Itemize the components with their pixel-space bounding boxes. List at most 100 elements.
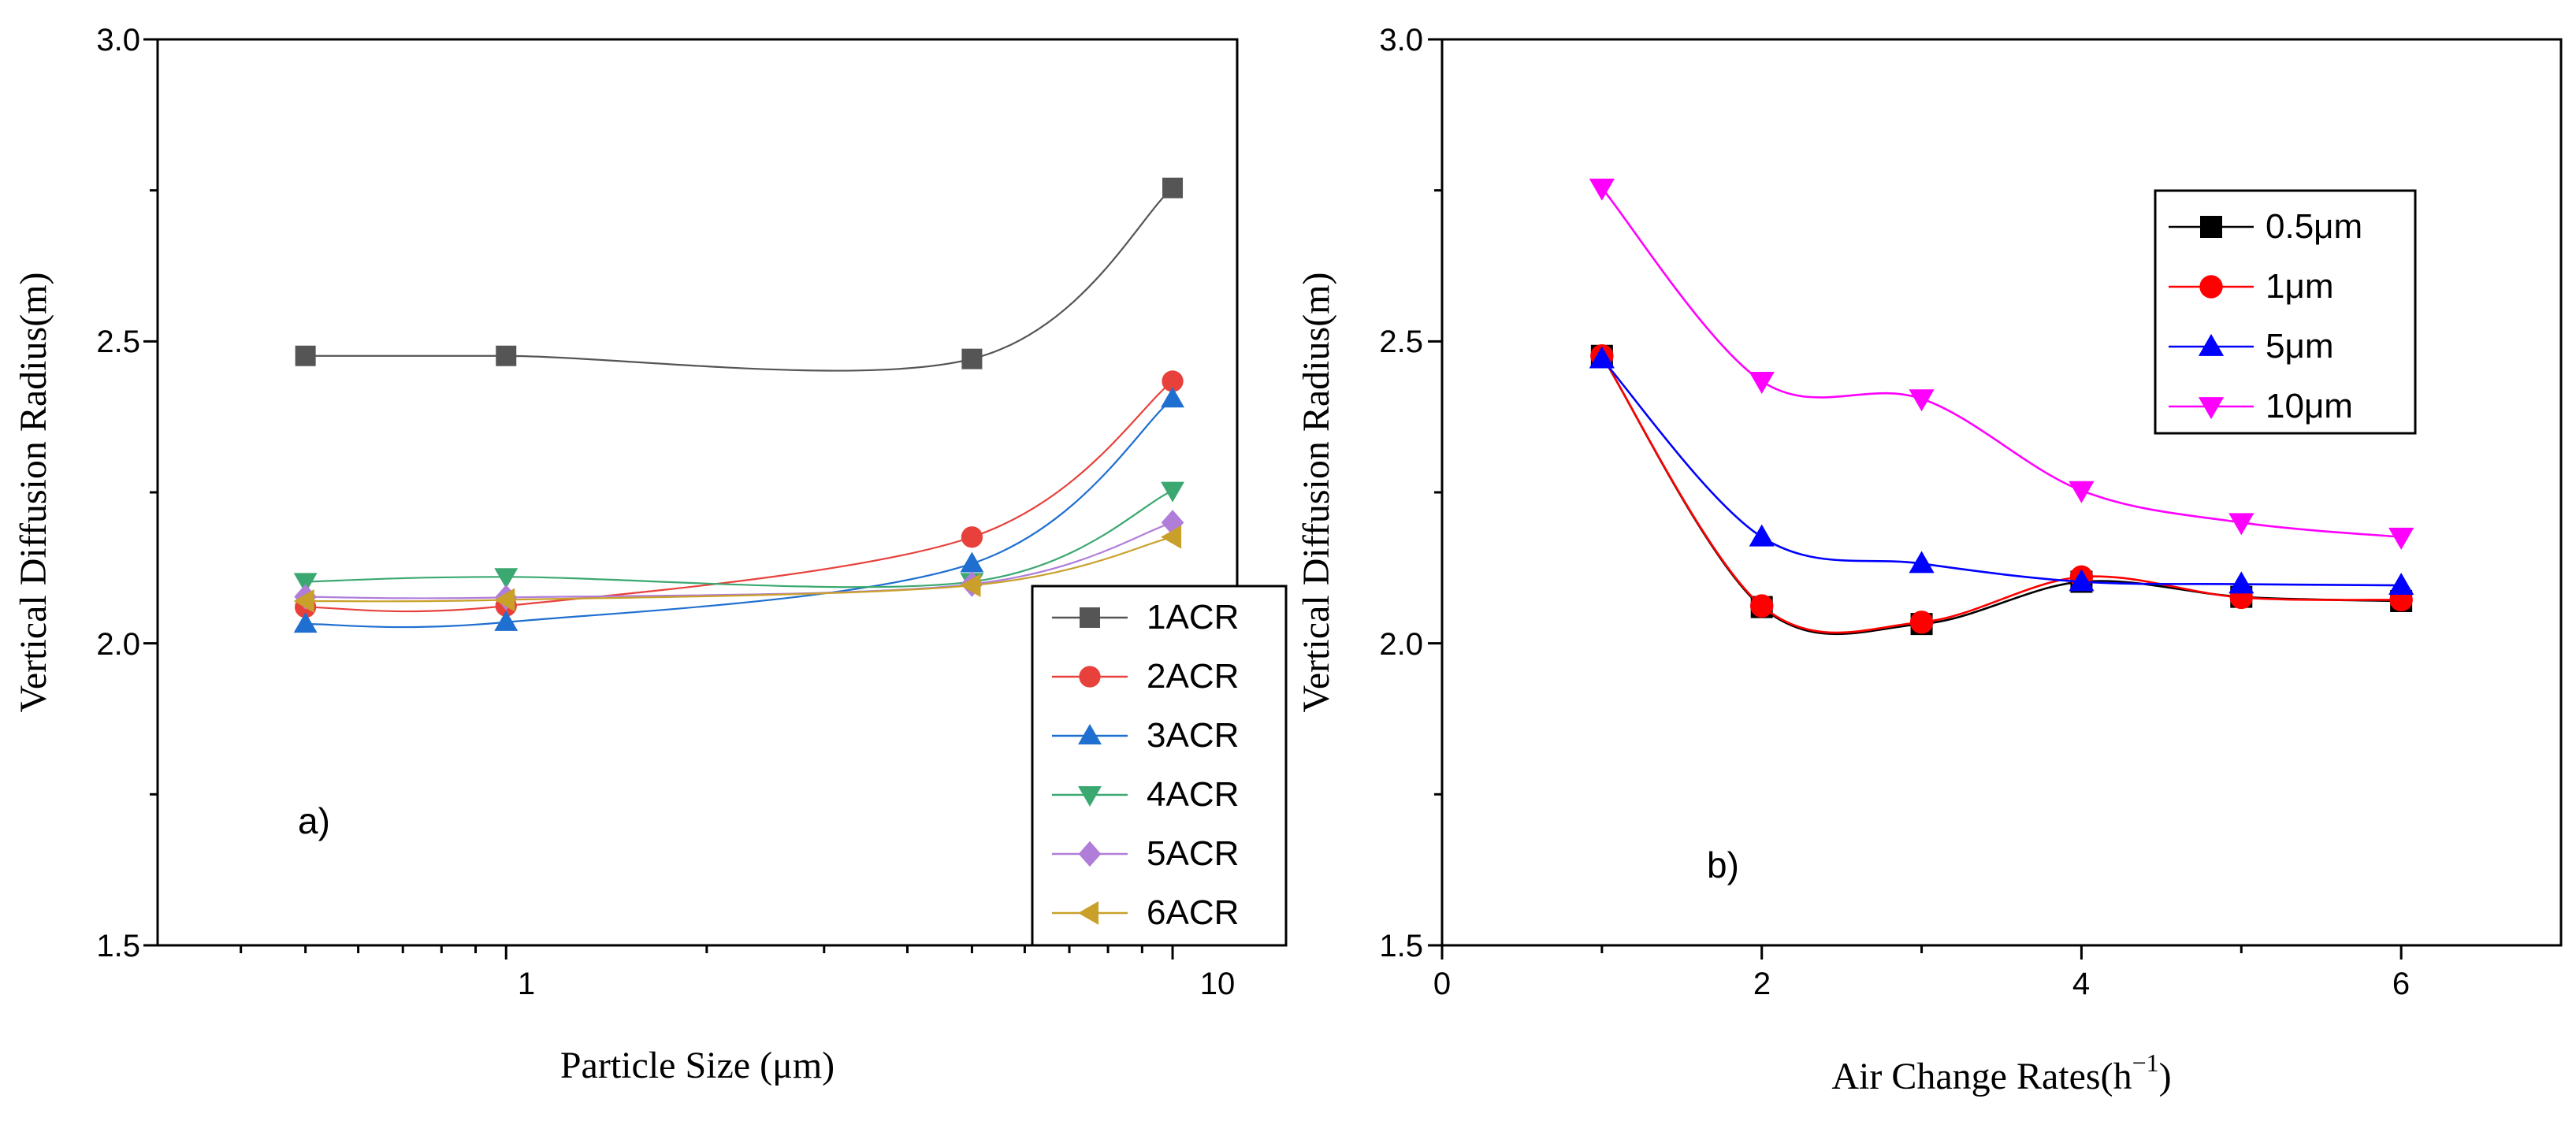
point-a-2acr-3 (1162, 370, 1184, 392)
series-line-a-4acr (305, 489, 1173, 588)
y-tick-b-1: 1.5 (1379, 929, 1423, 963)
legend-item-a-4acr (1052, 785, 1128, 807)
legend-label-b-10um: 10μm (2266, 387, 2353, 425)
y-tick-a-3: 2.5 (96, 325, 140, 359)
panel-label-b: b) (1707, 844, 1739, 885)
point-a-4acr-1 (494, 568, 519, 589)
legend-label-b-1um: 1μm (2266, 267, 2333, 306)
y-tick-b-3: 2.5 (1379, 325, 1423, 359)
point-b-10m-0 (1589, 178, 1615, 201)
point-a-4acr-0 (293, 573, 318, 594)
series-line-a-2acr (305, 380, 1173, 613)
legend-box-a (1031, 585, 1288, 947)
axis-ticks-a (143, 38, 1174, 960)
point-a-6acr-1 (494, 588, 515, 612)
x-tick-a-2: 10 (1200, 967, 1236, 1001)
x-axis-title-b-sup: −1 (2132, 1049, 2159, 1077)
plot-frame-b (1440, 38, 2563, 947)
point-b-5m-2 (1909, 551, 1935, 573)
point-a-1acr-0 (295, 345, 316, 366)
point-a-3acr-3 (1161, 387, 1184, 408)
axis-ticks-b (1428, 38, 2403, 960)
series-group-a (293, 177, 1184, 633)
legend-marker-b-05m (2200, 216, 2222, 238)
legend-item-b-5m (2169, 333, 2254, 356)
legend-label-a-5ACR: 5ACR (1147, 834, 1239, 873)
legend-marker-a-4acr (1078, 785, 1102, 807)
series-b-10m (1589, 178, 2414, 550)
legend-label-a-6ACR: 6ACR (1147, 893, 1239, 932)
x-tick-b-6: 6 (2392, 967, 2410, 1001)
legend-item-a-1acr (1052, 607, 1128, 628)
point-a-4acr-3 (1161, 481, 1184, 503)
point-b-10m-1 (1749, 372, 1775, 395)
legend-items-b (2169, 216, 2254, 420)
legend-item-a-6acr (1052, 901, 1128, 925)
series-a-2acr (294, 370, 1184, 618)
legend-marker-a-5acr (1078, 841, 1102, 867)
legend-box-b (2154, 189, 2417, 435)
point-a-6acr-3 (1161, 525, 1182, 549)
y-axis-title-a: Vertical Diffusion Radius(m) (13, 272, 54, 712)
x-axis-title-b-end: ) (2159, 1056, 2172, 1097)
legend-item-a-5acr (1052, 841, 1128, 867)
series-line-b-5m (1600, 358, 2402, 587)
point-b-5m-3 (2069, 569, 2095, 592)
legend-item-b-10m (2169, 397, 2254, 420)
point-b-5m-5 (2388, 572, 2414, 595)
legend-item-a-3acr (1052, 724, 1128, 745)
series-group-b (1589, 178, 2414, 636)
panel-a: 1.5 2.0 2.5 3.0 1 10 Particle Size (μm) … (13, 23, 1288, 1086)
legend-label-a-2ACR: 2ACR (1147, 657, 1239, 696)
legend-label-a-3ACR: 3ACR (1147, 716, 1239, 755)
x-axis-title-b: Air Change Rates(h−1) (1831, 1049, 2171, 1097)
point-b-5m-1 (1749, 524, 1775, 547)
x-tick-b-0: 0 (1433, 967, 1451, 1001)
legend-items-a (1052, 607, 1128, 925)
panel-label-a: a) (298, 800, 330, 841)
series-a-6acr (293, 525, 1182, 613)
legend-marker-a-6acr (1078, 901, 1099, 925)
series-line-a-1acr (305, 187, 1173, 372)
legend-item-a-2acr (1052, 666, 1128, 688)
point-b-10m-5 (2388, 527, 2414, 550)
point-a-6acr-0 (293, 589, 314, 613)
point-b-10m-4 (2228, 513, 2254, 536)
series-line-a-6acr (305, 536, 1173, 603)
legend-label-b-05um: 0.5μm (2266, 207, 2362, 246)
legend-item-b-1m (2169, 275, 2254, 299)
legend-label-a-4ACR: 4ACR (1147, 775, 1239, 814)
series-a-4acr (293, 481, 1184, 594)
point-b-1m-1 (1750, 594, 1774, 618)
y-tick-a-2: 2.0 (96, 627, 140, 662)
point-a-1acr-1 (496, 345, 517, 366)
legend-marker-b-5m (2198, 333, 2225, 356)
y-axis-title-b: Vertical Diffusion Radius(m) (1295, 272, 1337, 712)
point-b-5m-4 (2228, 571, 2254, 594)
legend-marker-a-3acr (1078, 724, 1102, 745)
legend-marker-b-10m (2198, 397, 2225, 420)
series-a-3acr (293, 387, 1184, 633)
point-b-10m-3 (2069, 481, 2095, 503)
legend-b: 0.5μm 1μm 5μm 10μm (2154, 189, 2417, 435)
panel-b: 1.5 2.0 2.5 3.0 0 2 4 6 Air Change Rates… (1295, 23, 2563, 1097)
x-tick-b-4: 4 (2072, 967, 2090, 1001)
legend-marker-a-2acr (1079, 666, 1101, 688)
y-tick-b-4: 3.0 (1379, 23, 1423, 58)
point-a-3acr-0 (293, 612, 318, 633)
series-line-b-10m (1600, 187, 2402, 539)
series-line-a-3acr (305, 398, 1173, 629)
legend-item-b-05m (2169, 216, 2254, 238)
point-a-2acr-2 (961, 526, 983, 548)
y-tick-b-2: 2.0 (1379, 627, 1423, 662)
point-b-5m-0 (1589, 346, 1615, 369)
legend-marker-b-1m (2199, 275, 2223, 299)
point-a-1acr-3 (1162, 177, 1184, 199)
y-tick-a-1: 1.5 (96, 929, 140, 963)
point-a-6acr-2 (960, 573, 981, 598)
y-tick-a-4: 3.0 (96, 23, 140, 58)
x-tick-b-2: 2 (1753, 967, 1771, 1001)
x-axis-title-a: Particle Size (μm) (560, 1045, 835, 1086)
x-tick-a-1: 1 (518, 967, 535, 1001)
